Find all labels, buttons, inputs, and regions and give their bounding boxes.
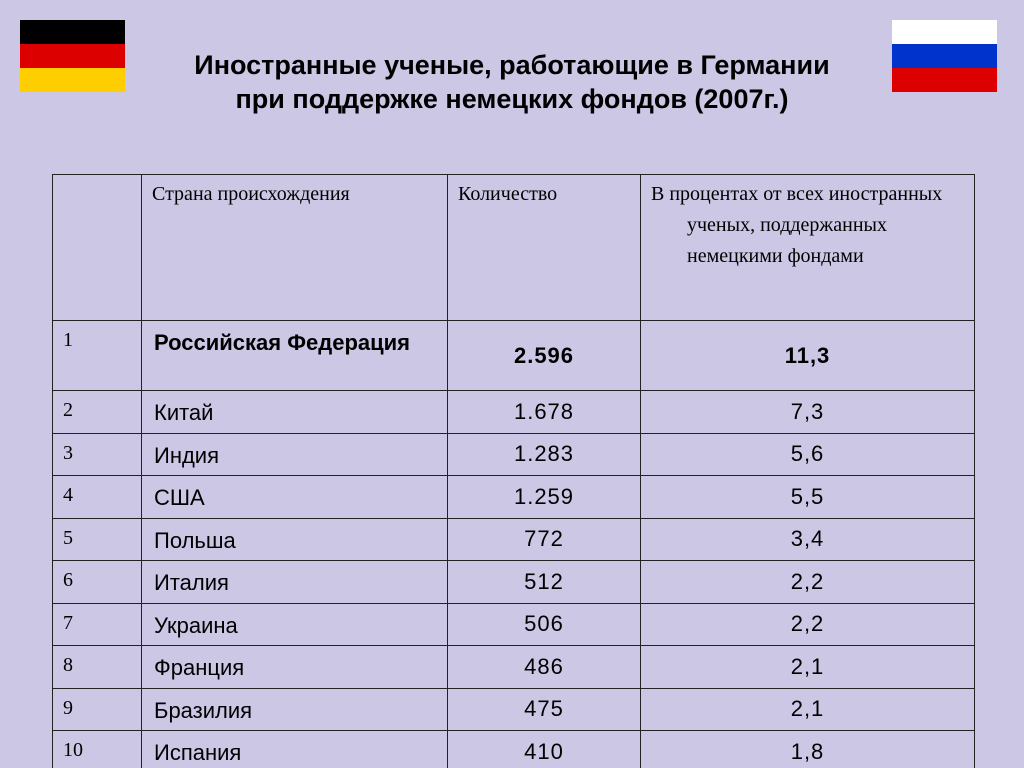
country: Испания (141, 730, 448, 768)
percent: 1,8 (640, 730, 975, 768)
header-text: Количество (458, 183, 558, 205)
country: Российская Федерация (141, 320, 448, 391)
count: 1.283 (447, 432, 641, 476)
country: Франция (141, 645, 448, 689)
country: Китай (141, 390, 448, 434)
country-text: Бразилия (154, 697, 253, 723)
country-text: Индия (154, 442, 220, 468)
percent: 2,1 (640, 645, 975, 689)
german-flag (20, 20, 125, 92)
header-cell: В процентах от всех иностранных ученых, … (640, 174, 975, 321)
count: 1.678 (447, 390, 641, 434)
title-line: при поддержке немецких фондов (2007г.) (235, 84, 789, 114)
header-text: В процентах от всех иностранных ученых, … (651, 183, 943, 267)
row-index: 6 (52, 560, 142, 604)
count: 2.596 (447, 320, 641, 391)
count: 506 (447, 602, 641, 646)
country: Украина (141, 602, 448, 646)
table-row: 6 Италия 512 2,2 (52, 560, 975, 604)
country: Италия (141, 560, 448, 604)
table-row: 5 Польша 772 3,4 (52, 517, 975, 561)
title: Иностранные ученые, работающие в Германи… (130, 48, 894, 116)
percent: 5,6 (640, 432, 975, 476)
row-index: 10 (52, 730, 142, 768)
table-row: 1 Российская Федерация 2.596 11,3 (52, 320, 975, 391)
country: Польша (141, 517, 448, 561)
country-text: Франция (154, 655, 245, 680)
row-index: 3 (52, 432, 142, 476)
header-cell (52, 174, 142, 321)
row-index: 4 (52, 475, 142, 519)
count: 486 (447, 645, 641, 689)
header-row: Страна происхождения Количество В процента… (52, 174, 975, 321)
country-text: Российская Федерация (154, 330, 410, 355)
table-row: 4 США 1.259 5,5 (52, 475, 975, 519)
header-text: Страна происхождения (152, 183, 350, 205)
count: 1.259 (447, 475, 641, 519)
count: 410 (447, 730, 641, 768)
count: 512 (447, 560, 641, 604)
percent: 2,2 (640, 560, 975, 604)
percent: 2,2 (640, 602, 975, 646)
russian-flag (892, 20, 997, 92)
percent: 11,3 (640, 320, 975, 391)
country-text: Испания (154, 740, 242, 765)
country-text: Италия (154, 570, 229, 595)
count: 772 (447, 517, 641, 561)
row-index: 5 (52, 517, 142, 561)
percent: 2,1 (640, 687, 975, 731)
percent: 3,4 (640, 517, 975, 561)
country: Индия (141, 432, 448, 476)
row-index: 7 (52, 602, 142, 646)
country: Бразилия (141, 687, 448, 731)
data-table: Страна происхождения Количество В процента… (52, 174, 975, 768)
country-text: Польша (154, 527, 236, 553)
header-cell: Количество (447, 174, 641, 321)
country-text: США (154, 485, 205, 510)
row-index: 2 (52, 390, 142, 434)
country-text: Украина (154, 612, 238, 638)
row-index: 9 (52, 687, 142, 731)
title-line: Иностранные ученые, работающие в Германи… (194, 50, 830, 80)
percent: 7,3 (640, 390, 975, 434)
count: 475 (447, 687, 641, 731)
country: США (141, 475, 448, 519)
table-row: 3 Индия 1.283 5,6 (52, 432, 975, 476)
percent: 5,5 (640, 475, 975, 519)
table-row: 8 Франция 486 2,1 (52, 645, 975, 689)
table-row: 9 Бразилия 475 2,1 (52, 687, 975, 731)
row-index: 8 (52, 645, 142, 689)
table-row: 2 Китай 1.678 7,3 (52, 390, 975, 434)
table-row: 7 Украина 506 2,2 (52, 602, 975, 646)
header-cell: Страна происхождения (141, 174, 448, 321)
table-row: 10 Испания 410 1,8 (52, 730, 975, 768)
country-text: Китай (154, 400, 214, 425)
row-index: 1 (52, 320, 142, 391)
